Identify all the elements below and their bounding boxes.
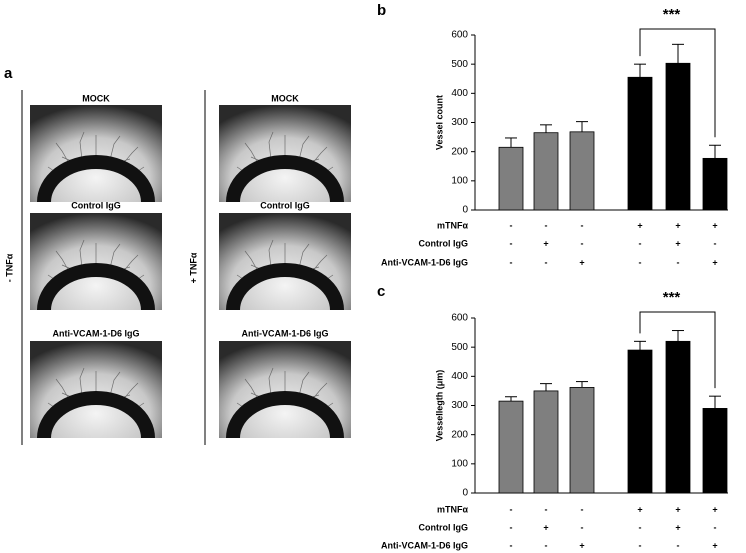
bar bbox=[498, 146, 524, 211]
y-tick-label: 400 bbox=[451, 88, 468, 99]
condition-sign: - bbox=[639, 257, 642, 267]
y-tick-label: 0 bbox=[462, 488, 468, 499]
condition-sign: + bbox=[543, 238, 548, 248]
condition-sign: + bbox=[712, 257, 717, 267]
significance-bracket bbox=[639, 311, 716, 389]
significance-label: *** bbox=[663, 289, 681, 306]
condition-label: Control IgG bbox=[419, 522, 469, 532]
micrograph bbox=[219, 105, 351, 202]
condition-sign: + bbox=[675, 522, 680, 532]
micrograph bbox=[219, 341, 351, 438]
condition-sign: - bbox=[639, 522, 642, 532]
image-caption: MOCK bbox=[271, 93, 299, 103]
bar bbox=[702, 157, 728, 211]
condition-label: Control IgG bbox=[419, 238, 469, 248]
condition-sign: + bbox=[637, 220, 642, 230]
condition-sign: + bbox=[579, 257, 584, 267]
condition-sign: - bbox=[677, 540, 680, 550]
bar bbox=[627, 76, 653, 211]
y-tick-label: 600 bbox=[451, 313, 468, 324]
micrograph bbox=[30, 213, 162, 310]
micrograph bbox=[30, 341, 162, 438]
y-axis-label: Vessellegth (μm) bbox=[434, 370, 444, 442]
condition-sign: - bbox=[639, 540, 642, 550]
image-caption: Control IgG bbox=[71, 200, 121, 210]
condition-sign: - bbox=[510, 504, 513, 514]
condition-label: mTNFα bbox=[437, 504, 468, 514]
condition-sign: - bbox=[581, 504, 584, 514]
y-tick-label: 0 bbox=[462, 205, 468, 216]
condition-sign: - bbox=[545, 540, 548, 550]
bar bbox=[665, 340, 691, 494]
treatment-label: + TNFα bbox=[188, 252, 198, 283]
panel-label: c bbox=[377, 283, 385, 300]
condition-sign: - bbox=[510, 540, 513, 550]
condition-sign: - bbox=[545, 257, 548, 267]
y-tick-label: 600 bbox=[451, 30, 468, 41]
condition-sign: - bbox=[581, 220, 584, 230]
bar bbox=[702, 408, 728, 494]
condition-sign: - bbox=[510, 257, 513, 267]
micrograph bbox=[219, 213, 351, 310]
treatment-label: - TNFα bbox=[4, 253, 14, 282]
bar bbox=[569, 131, 595, 211]
y-tick-label: 300 bbox=[451, 400, 468, 411]
y-tick-label: 200 bbox=[451, 146, 468, 157]
condition-sign: - bbox=[714, 522, 717, 532]
condition-sign: - bbox=[714, 238, 717, 248]
condition-sign: - bbox=[677, 257, 680, 267]
condition-sign: - bbox=[581, 522, 584, 532]
condition-sign: + bbox=[579, 540, 584, 550]
condition-sign: + bbox=[543, 522, 548, 532]
micrograph bbox=[30, 105, 162, 202]
panel-label: a bbox=[4, 65, 13, 82]
y-tick-label: 500 bbox=[451, 59, 468, 70]
condition-sign: + bbox=[712, 504, 717, 514]
image-caption: Anti-VCAM-1-D6 IgG bbox=[242, 328, 329, 338]
condition-sign: + bbox=[637, 504, 642, 514]
condition-sign: + bbox=[712, 540, 717, 550]
significance-bracket bbox=[639, 28, 716, 138]
y-axis-label: Vessel count bbox=[434, 95, 444, 150]
bar bbox=[665, 62, 691, 211]
condition-sign: + bbox=[675, 504, 680, 514]
significance-label: *** bbox=[663, 6, 681, 23]
y-tick-label: 100 bbox=[451, 458, 468, 469]
condition-sign: + bbox=[675, 220, 680, 230]
condition-label: Anti-VCAM-1-D6 IgG bbox=[381, 540, 468, 550]
condition-sign: - bbox=[545, 504, 548, 514]
y-tick-label: 300 bbox=[451, 117, 468, 128]
condition-sign: - bbox=[510, 220, 513, 230]
condition-sign: - bbox=[639, 238, 642, 248]
condition-sign: - bbox=[581, 238, 584, 248]
condition-sign: - bbox=[510, 238, 513, 248]
y-tick-label: 200 bbox=[451, 429, 468, 440]
image-caption: MOCK bbox=[82, 93, 110, 103]
condition-label: mTNFα bbox=[437, 220, 468, 230]
condition-sign: + bbox=[712, 220, 717, 230]
image-caption: Control IgG bbox=[260, 200, 310, 210]
condition-label: Anti-VCAM-1-D6 IgG bbox=[381, 257, 468, 267]
bar bbox=[498, 400, 524, 494]
panel-label: b bbox=[377, 2, 386, 19]
bar bbox=[569, 387, 595, 494]
bar bbox=[533, 390, 559, 494]
bar bbox=[533, 132, 559, 211]
y-tick-label: 100 bbox=[451, 175, 468, 186]
condition-sign: - bbox=[545, 220, 548, 230]
condition-sign: + bbox=[675, 238, 680, 248]
y-tick-label: 500 bbox=[451, 342, 468, 353]
condition-sign: - bbox=[510, 522, 513, 532]
y-tick-label: 400 bbox=[451, 371, 468, 382]
bar bbox=[627, 349, 653, 494]
image-caption: Anti-VCAM-1-D6 IgG bbox=[53, 328, 140, 338]
